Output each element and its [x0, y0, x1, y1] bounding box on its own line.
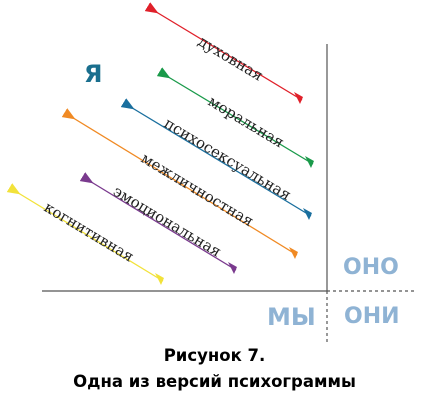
quadrant-label-ya: Я	[84, 60, 103, 88]
line-label-kognitivnaya: когнитивная	[41, 198, 137, 266]
quadrant-label-oni: ОНИ	[344, 304, 400, 329]
line-label-dukhovnaya: духовная	[195, 32, 266, 85]
quadrant-label-ono: ОНО	[343, 255, 399, 280]
quadrant-label-my: МЫ	[267, 303, 316, 331]
line-dukhovnaya: духовная	[144, 2, 303, 104]
figure-caption-title: Рисунок 7.	[163, 346, 266, 365]
figure-caption-subtitle: Одна из версий психограммы	[73, 372, 356, 391]
line-moralnaya: моральная	[156, 67, 314, 168]
psychogram-diagram: духовная моральная психосексуальная межл…	[6, 2, 414, 345]
